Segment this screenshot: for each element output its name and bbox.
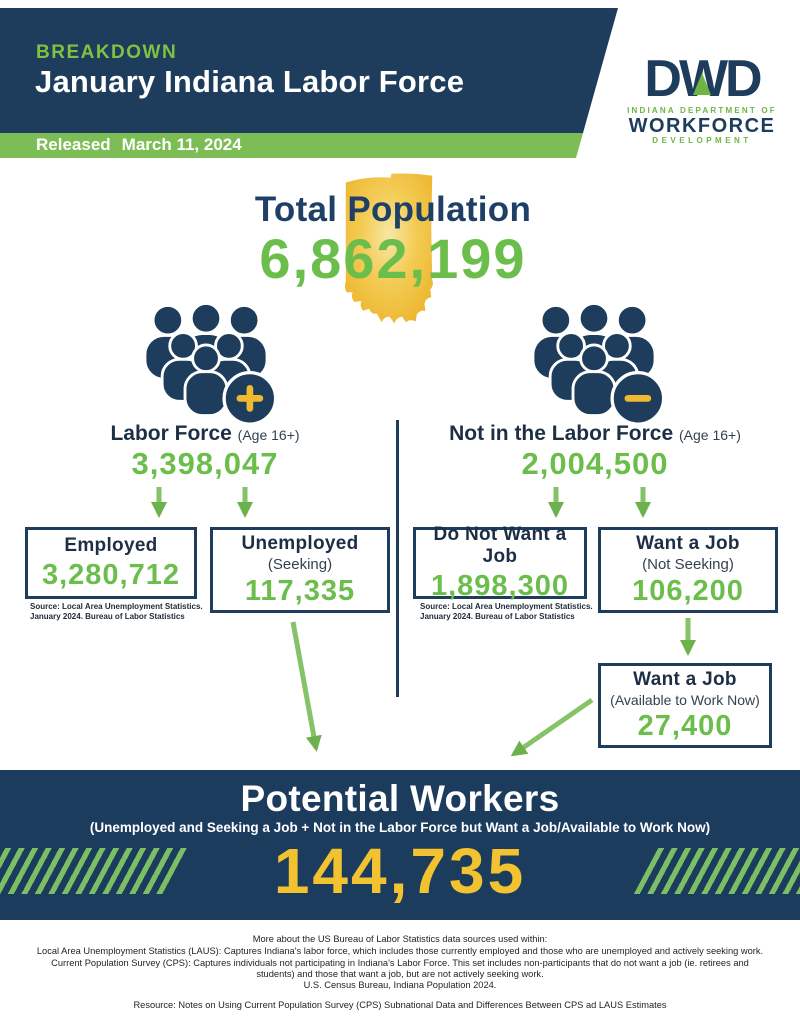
do-not-want-job-title: Do Not Want a Job (433, 523, 567, 567)
source-note-right-line1: Source: Local Area Unemployment Statisti… (420, 602, 593, 611)
not-in-labor-force-label-text: Not in the Labor Force (449, 422, 674, 445)
header-navy-shape (0, 8, 618, 133)
total-population-value: 6,862,199 (259, 227, 527, 290)
logo-workforce-line: WORKFORCE (628, 115, 776, 137)
potential-workers-banner (0, 770, 800, 920)
want-job-available-title: Want a Job (633, 668, 737, 690)
want-job-available-subtitle: (Available to Work Now) (610, 691, 760, 708)
released-date: March 11, 2024 (121, 135, 242, 154)
total-population-label: Total Population (254, 190, 532, 229)
want-job-not-seeking-box: Want a Job (Not Seeking) 106,200 (598, 527, 778, 613)
labor-force-label-text: Labor Force (110, 422, 232, 445)
dwd-triangle-icon (693, 73, 711, 95)
kicker: BREAKDOWN (36, 42, 178, 63)
released-bar-text: Released March 11, 2024 (36, 132, 242, 158)
not-in-labor-force-crowd-icon (531, 303, 666, 426)
source-note-left-line2: January 2024. Bureau of Labor Statistics (30, 611, 185, 621)
labor-force-value: 3,398,047 (131, 446, 279, 481)
potential-workers-value: 144,735 (273, 835, 527, 907)
not-in-labor-force-label: Not in the Labor Force (Age 16+) (440, 422, 750, 446)
employed-box: Employed 3,280,712 (25, 527, 197, 599)
want-job-not-seeking-value: 106,200 (632, 574, 744, 607)
potential-workers-title: Potential Workers (240, 778, 560, 819)
footer-line-1: More about the US Bureau of Labor Statis… (252, 934, 548, 944)
logo-dept-line: INDIANA DEPARTMENT OF (627, 106, 777, 115)
plus-badge-icon (222, 370, 278, 426)
indiana-state-icon (344, 173, 433, 324)
labor-force-crowd-icon (143, 303, 278, 426)
want-job-available-value: 27,400 (637, 709, 733, 742)
dwd-acronym: DWD (644, 50, 761, 106)
dwd-logo: DWD (644, 50, 764, 106)
employed-value: 3,280,712 (41, 558, 180, 591)
footer-line-2: Local Area Unemployment Statistics (LAUS… (36, 946, 764, 956)
footer-line-4: students) and those that want a job, but… (256, 969, 544, 979)
header-band (0, 8, 618, 158)
labor-force-age-note: (Age 16+) (237, 427, 300, 443)
released-label: Released (36, 135, 111, 154)
not-in-labor-force-value: 2,004,500 (521, 446, 669, 481)
page-title: January Indiana Labor Force (35, 64, 465, 99)
source-note-left-line1: Source: Local Area Unemployment Statisti… (30, 602, 203, 611)
unemployed-box: Unemployed (Seeking) 117,335 (210, 527, 390, 613)
labor-force-label: Labor Force (Age 16+) (55, 422, 355, 446)
minus-badge-icon (610, 370, 666, 426)
logo-development-line: DEVELOPMENT (652, 136, 752, 145)
arrow-available-to-banner-icon (510, 697, 594, 757)
source-note-left: Source: Local Area Unemployment Statisti… (30, 602, 210, 621)
footer-line-5: U.S. Census Bureau, Indiana Population 2… (303, 980, 497, 990)
want-job-not-seeking-title: Want a Job (636, 532, 740, 554)
want-job-not-seeking-subtitle: (Not Seeking) (642, 555, 734, 573)
header-green-bar (0, 133, 583, 158)
employed-title: Employed (64, 534, 158, 556)
do-not-want-job-box: Do Not Want a Job 1,898,300 (413, 523, 587, 602)
unemployed-title: Unemployed (241, 532, 359, 554)
unemployed-subtitle: (Seeking) (267, 555, 333, 573)
potential-workers-subtitle: (Unemployed and Seeking a Job + Not in t… (89, 820, 711, 835)
source-note-right: Source: Local Area Unemployment Statisti… (420, 602, 600, 621)
do-not-want-job-value: 1,898,300 (430, 569, 569, 602)
unemployed-value: 117,335 (244, 574, 356, 607)
source-note-right-line2: January 2024. Bureau of Labor Statistics (420, 611, 575, 621)
footer-line-3: Current Population Survey (CPS): Capture… (51, 958, 749, 968)
not-in-labor-force-age-note: (Age 16+) (678, 427, 741, 443)
footer-resource-line: Resource: Notes on Using Current Populat… (133, 1000, 667, 1010)
arrow-unemployed-to-banner-icon (290, 621, 322, 752)
want-job-available-box: Want a Job (Available to Work Now) 27,40… (598, 663, 772, 748)
